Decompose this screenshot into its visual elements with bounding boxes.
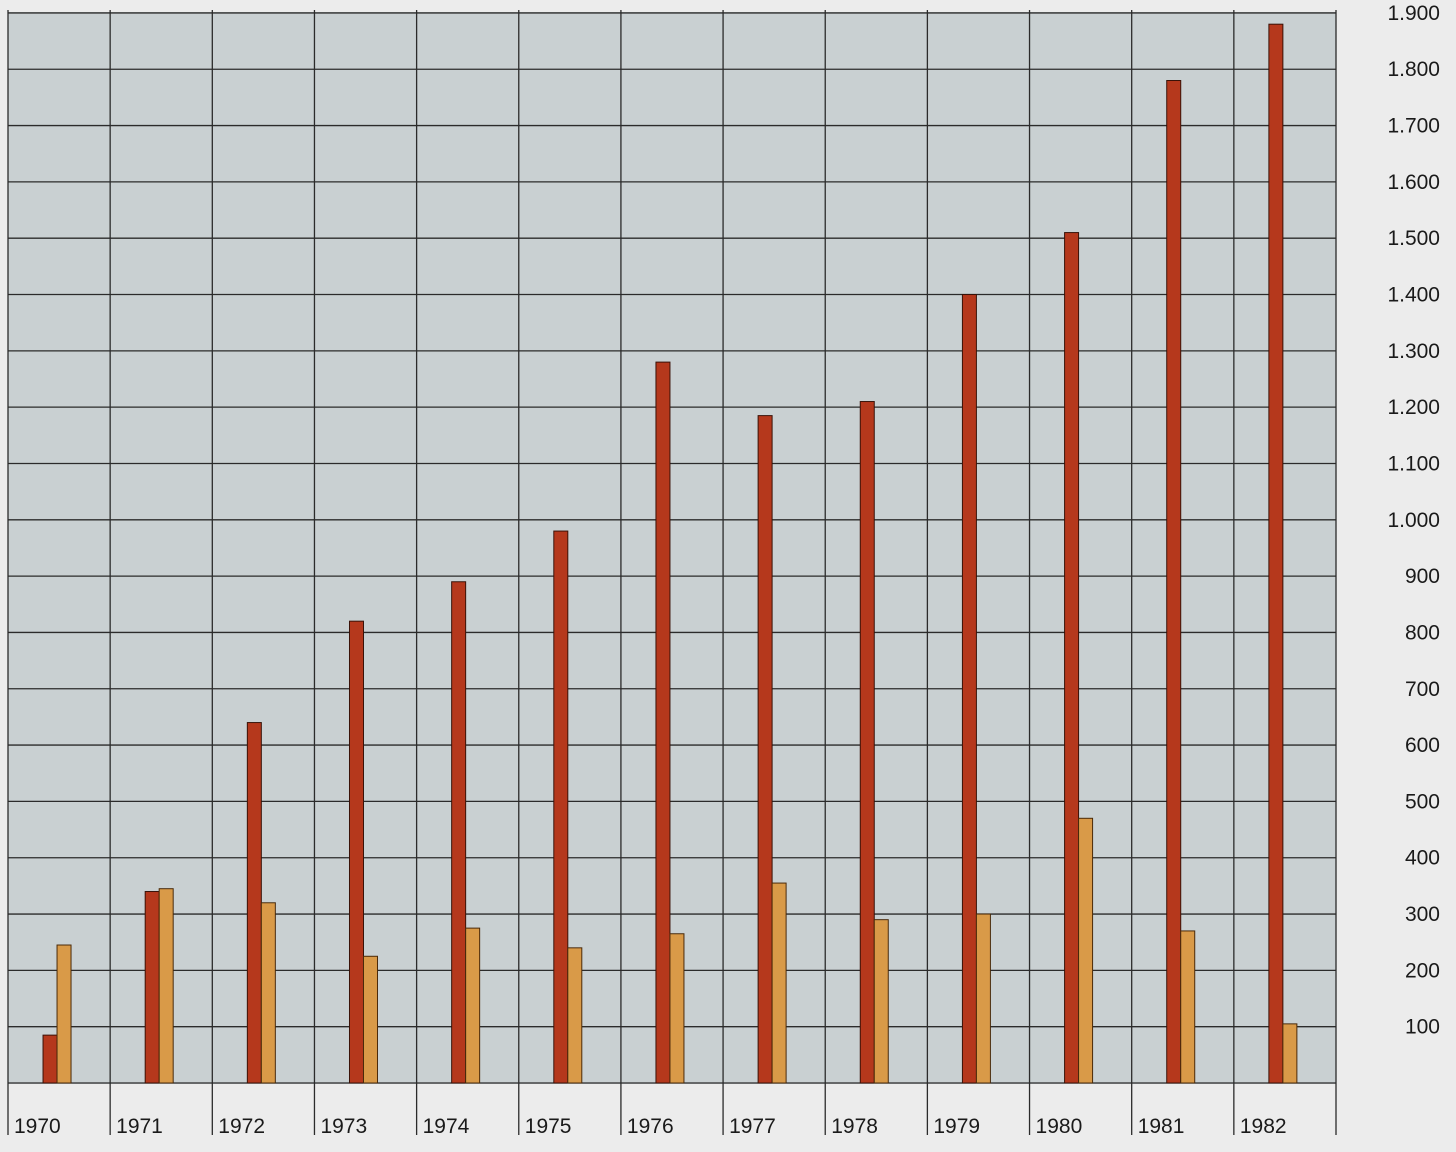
x-tick-label: 1981 <box>1138 1115 1185 1138</box>
bar-series-a-1970 <box>42 1034 58 1084</box>
y-tick-label: 1.200 <box>1387 396 1440 419</box>
bar-series-a-1976 <box>655 361 671 1084</box>
bar-series-a-1982 <box>1268 23 1284 1084</box>
y-tick-label: 400 <box>1405 847 1440 870</box>
x-tick-label: 1980 <box>1036 1115 1083 1138</box>
bar-series-b-1974 <box>465 927 481 1084</box>
y-tick-label: 1.000 <box>1387 509 1440 532</box>
bar-series-b-1972 <box>260 902 276 1084</box>
bar-series-a-1972 <box>246 722 262 1084</box>
x-tick-label: 1970 <box>14 1115 61 1138</box>
x-tick-label: 1973 <box>320 1115 367 1138</box>
bar-series-a-1977 <box>757 415 773 1084</box>
bar-series-a-1980 <box>1064 232 1080 1084</box>
bar-series-b-1979 <box>975 913 991 1084</box>
x-tick-label: 1979 <box>933 1115 980 1138</box>
y-tick-label: 1.300 <box>1387 340 1440 363</box>
bar-series-b-1975 <box>567 947 583 1084</box>
bar-series-a-1973 <box>348 620 364 1084</box>
bar-series-b-1976 <box>669 933 685 1084</box>
bar-series-a-1974 <box>451 581 467 1084</box>
bar-series-b-1980 <box>1078 817 1094 1084</box>
y-tick-label: 100 <box>1405 1016 1440 1039</box>
x-tick-label: 1977 <box>729 1115 776 1138</box>
y-tick-label: 1.100 <box>1387 452 1440 475</box>
x-axis-ticks: 1970 1971 1972 1973 1974 1975 1976 1977 1978 1979… <box>14 1115 1287 1138</box>
y-tick-label: 900 <box>1405 565 1440 588</box>
y-tick-label: 300 <box>1405 903 1440 926</box>
y-tick-label: 1.400 <box>1387 284 1440 307</box>
y-tick-label: 1.800 <box>1387 58 1440 81</box>
grid <box>7 10 1337 1135</box>
bar-series-b-1971 <box>158 888 174 1084</box>
bar-series-b-1978 <box>873 919 889 1084</box>
bar-series-b-1981 <box>1180 930 1196 1084</box>
x-tick-label: 1982 <box>1240 1115 1287 1138</box>
y-tick-label: 1.700 <box>1387 115 1440 138</box>
x-tick-label: 1972 <box>218 1115 265 1138</box>
bar-series-b-1977 <box>771 882 787 1084</box>
x-tick-label: 1976 <box>627 1115 674 1138</box>
bar-series-a-1978 <box>859 401 875 1084</box>
bars <box>42 23 1298 1084</box>
x-tick-label: 1978 <box>831 1115 878 1138</box>
y-tick-label: 800 <box>1405 621 1440 644</box>
y-tick-label: 200 <box>1405 959 1440 982</box>
bar-series-b-1970 <box>56 944 72 1084</box>
y-tick-label: 700 <box>1405 678 1440 701</box>
bar-series-a-1971 <box>144 891 160 1084</box>
y-tick-label: 600 <box>1405 734 1440 757</box>
y-axis-ticks: 100 200 300 400 500 600 700 800 900 1.000 1.100 1.2… <box>1387 2 1440 1039</box>
y-tick-label: 1.900 <box>1387 2 1440 25</box>
plot-background <box>8 12 1336 1084</box>
y-tick-label: 1.600 <box>1387 171 1440 194</box>
y-tick-label: 500 <box>1405 790 1440 813</box>
bar-series-b-1973 <box>362 955 378 1084</box>
bar-series-a-1981 <box>1166 80 1182 1084</box>
x-tick-label: 1974 <box>423 1115 470 1138</box>
y-tick-label: 1.500 <box>1387 227 1440 250</box>
bar-series-a-1979 <box>961 294 977 1084</box>
bar-series-b-1982 <box>1282 1023 1298 1084</box>
x-tick-label: 1971 <box>116 1115 163 1138</box>
x-tick-label: 1975 <box>525 1115 572 1138</box>
bar-series-a-1975 <box>553 530 569 1084</box>
